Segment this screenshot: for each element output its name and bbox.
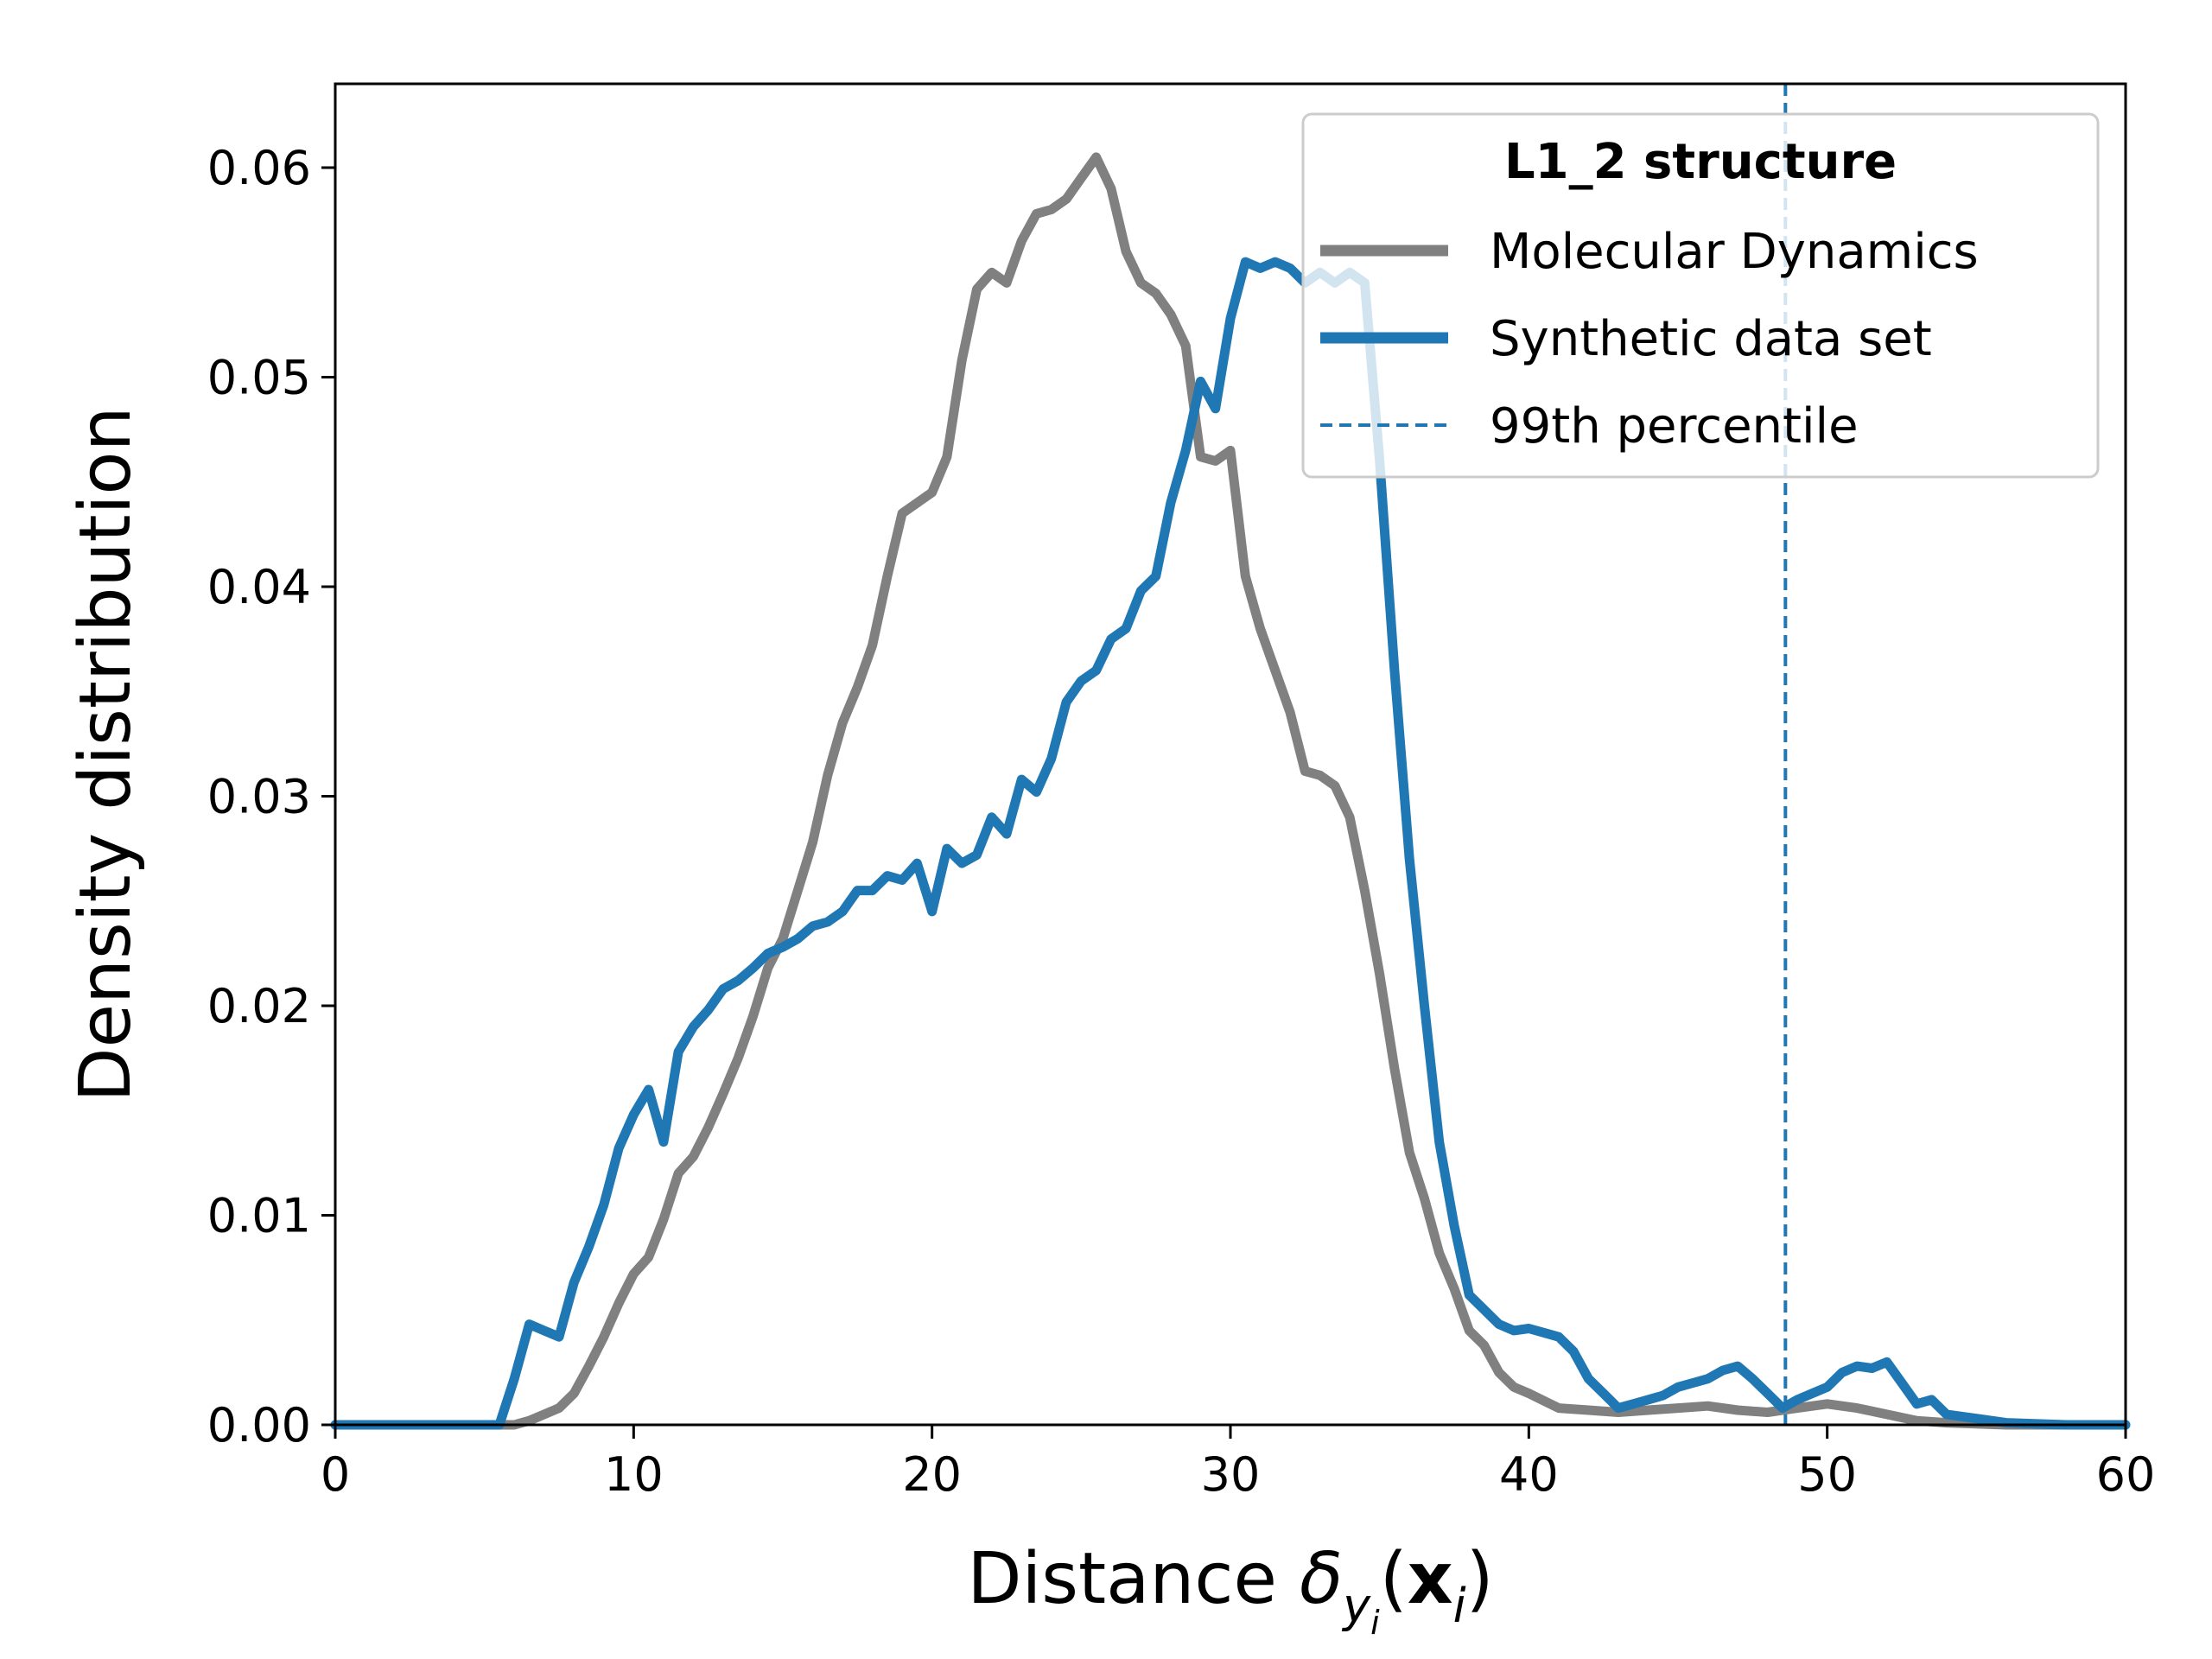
y-tick-label: 0.06	[207, 141, 311, 195]
y-tick-label: 0.02	[207, 979, 311, 1033]
x-tick-label: 40	[1499, 1447, 1559, 1502]
plot-area	[330, 84, 2131, 1430]
legend-label-molecular-dynamics: Molecular Dynamics	[1490, 224, 1979, 280]
legend-title: L1_2 structure	[1504, 134, 1897, 190]
y-axis-label: Density distribution	[65, 406, 147, 1102]
legend-label-99th-percentile: 99th percentile	[1490, 398, 1859, 454]
series-line-synthetic-data-set	[330, 257, 2131, 1430]
x-axis-label: Distance δyi(xi)	[967, 1538, 1493, 1642]
y-axis: 0.00 0.01 0.02 0.03 0.04 0.05 0.06	[207, 141, 335, 1452]
legend-box	[1301, 112, 2100, 479]
x-tick-label: 10	[604, 1447, 664, 1502]
plot-frame	[334, 82, 2127, 1427]
x-tick-label: 50	[1797, 1447, 1857, 1502]
y-tick-label: 0.03	[207, 770, 311, 824]
x-tick-label: 30	[1201, 1447, 1261, 1502]
legend-label-synthetic-data-set: Synthetic data set	[1490, 311, 1932, 367]
y-tick-label: 0.05	[207, 351, 311, 405]
y-tick-label: 0.00	[207, 1398, 311, 1452]
y-tick-label: 0.04	[207, 560, 311, 614]
x-axis: 0 10 20 30 40 50 60	[321, 1425, 2156, 1502]
y-tick-label: 0.01	[207, 1189, 311, 1243]
x-tick-label: 60	[2096, 1447, 2156, 1502]
series-line-molecular-dynamics	[330, 152, 2131, 1430]
x-tick-label: 20	[902, 1447, 962, 1502]
x-tick-label: 0	[321, 1447, 350, 1502]
legend: L1_2 structure Molecular Dynamics Synthe…	[1301, 112, 2100, 479]
